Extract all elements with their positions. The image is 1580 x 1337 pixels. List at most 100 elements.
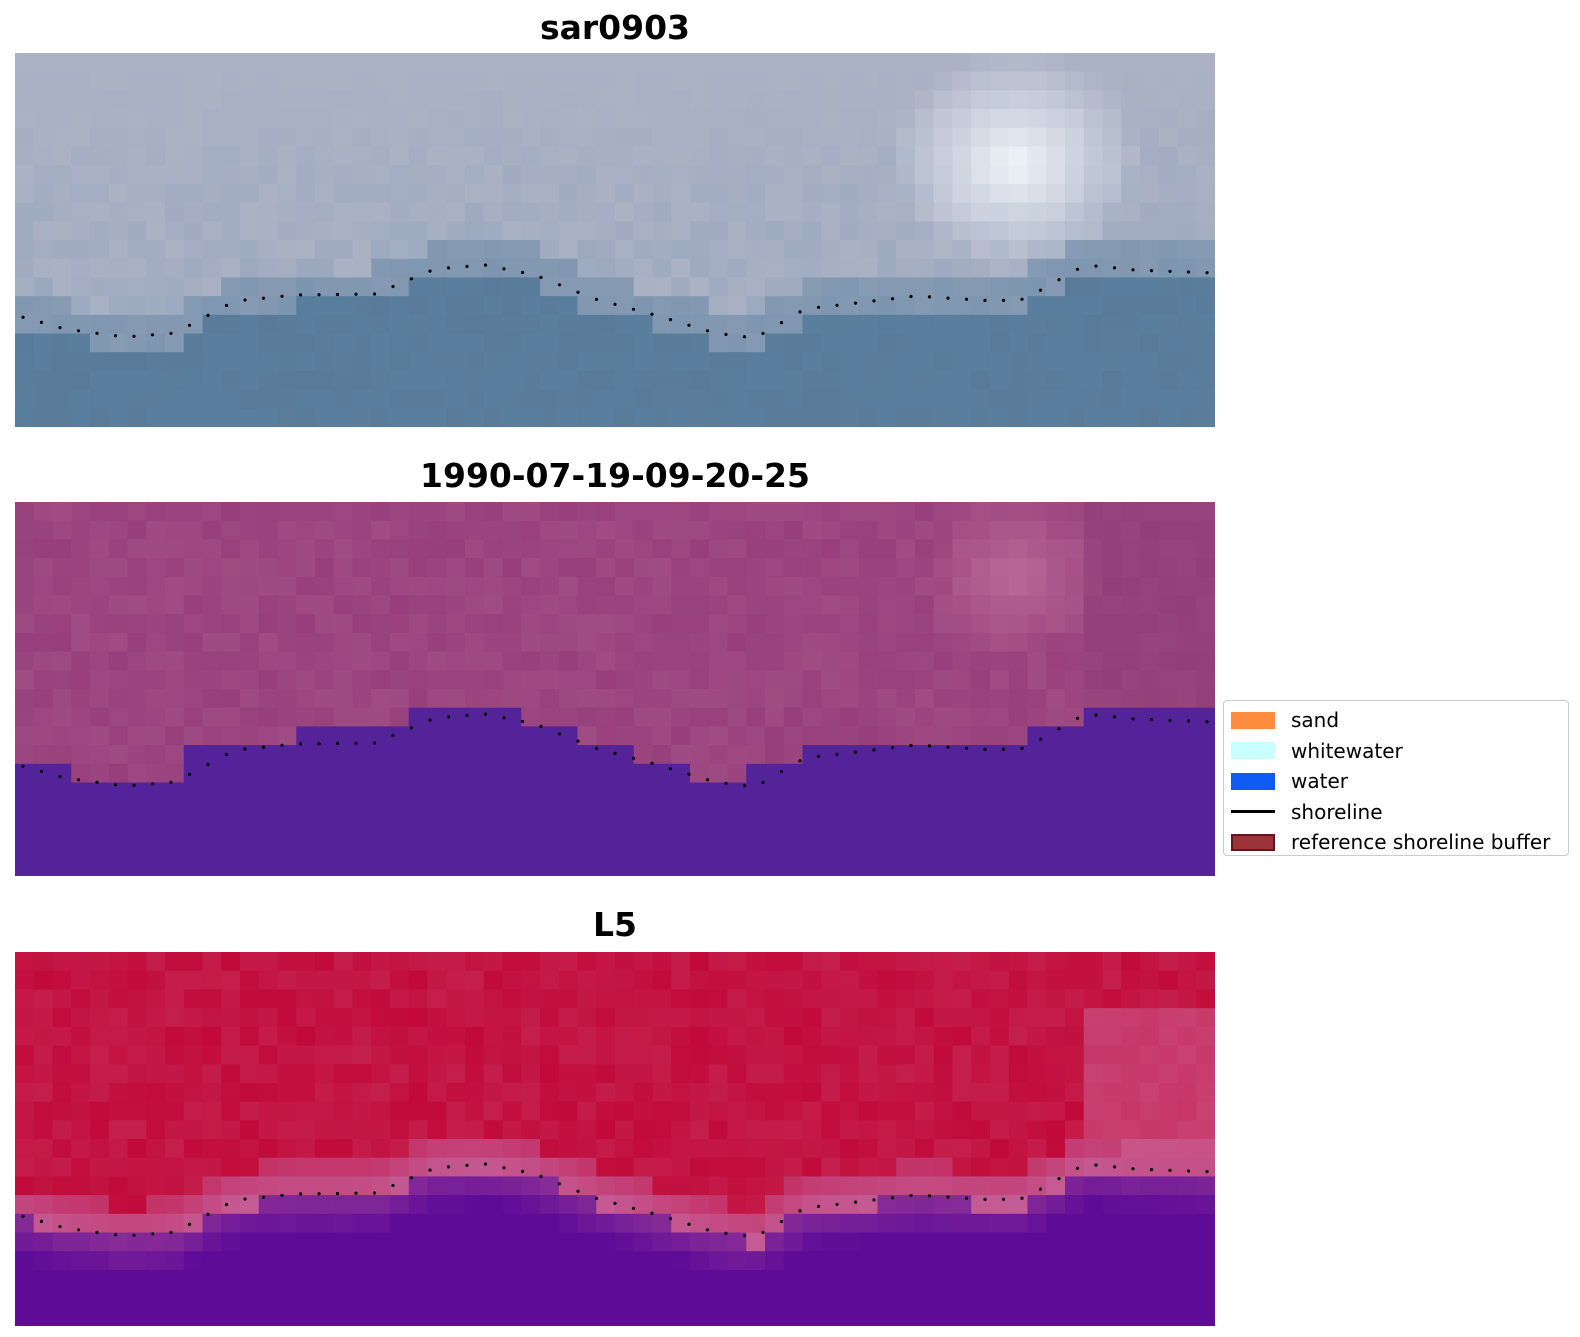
image-pixel — [727, 857, 747, 876]
image-pixel — [296, 838, 316, 858]
image-pixel — [971, 240, 991, 260]
image-pixel — [15, 202, 35, 222]
image-pixel — [596, 240, 616, 260]
shoreline-point — [1186, 719, 1191, 723]
image-pixel — [577, 952, 597, 972]
image-pixel — [802, 1232, 822, 1252]
image-pixel — [1158, 1101, 1179, 1121]
image-pixel — [427, 1101, 447, 1121]
image-pixel — [427, 240, 447, 260]
image-pixel — [746, 1251, 766, 1271]
image-pixel — [1177, 146, 1197, 166]
image-pixel — [840, 1008, 860, 1028]
image-pixel — [221, 221, 241, 241]
image-pixel — [821, 520, 841, 540]
image-pixel — [558, 1008, 579, 1028]
image-pixel — [821, 389, 841, 409]
image-pixel — [315, 109, 335, 129]
shoreline-point — [317, 293, 321, 297]
image-pixel — [633, 90, 654, 110]
image-pixel — [840, 333, 860, 353]
image-pixel — [108, 1026, 129, 1047]
image-pixel — [90, 71, 110, 91]
image-pixel — [521, 558, 541, 578]
image-pixel — [802, 838, 822, 858]
image-pixel — [1083, 520, 1104, 540]
shoreline-point — [391, 1183, 395, 1188]
image-pixel — [127, 1307, 147, 1326]
image-pixel — [240, 670, 260, 690]
image-pixel — [577, 689, 597, 709]
image-pixel — [465, 952, 485, 972]
image-pixel — [521, 1120, 541, 1140]
image-pixel — [221, 389, 241, 409]
image-pixel — [596, 819, 616, 840]
image-pixel — [783, 970, 804, 990]
image-pixel — [502, 707, 522, 727]
image-pixel — [633, 1195, 654, 1215]
image-pixel — [71, 389, 91, 409]
image-panel-3 — [15, 952, 1215, 1326]
image-pixel — [577, 838, 597, 858]
image-pixel — [802, 90, 822, 110]
image-pixel — [146, 801, 166, 821]
shoreline-point — [1168, 718, 1172, 722]
image-pixel — [1177, 595, 1197, 615]
image-pixel — [446, 539, 466, 559]
image-pixel — [183, 1045, 204, 1065]
image-pixel — [615, 183, 635, 204]
image-pixel — [446, 165, 466, 185]
image-pixel — [183, 1307, 204, 1326]
image-pixel — [333, 576, 354, 597]
image-pixel — [352, 333, 372, 353]
image-pixel — [1065, 165, 1085, 185]
image-pixel — [858, 1026, 879, 1047]
image-pixel — [502, 408, 522, 427]
shoreline-point — [724, 781, 728, 785]
image-pixel — [671, 989, 691, 1009]
image-pixel — [465, 970, 485, 990]
image-pixel — [296, 1232, 316, 1252]
image-pixel — [221, 53, 241, 73]
image-pixel — [127, 296, 147, 316]
image-pixel — [165, 576, 185, 597]
image-pixel — [727, 763, 747, 784]
image-pixel — [690, 539, 710, 559]
image-pixel — [652, 819, 672, 840]
image-pixel — [333, 240, 354, 260]
image-pixel — [183, 970, 204, 990]
shoreline-point — [409, 277, 414, 281]
image-pixel — [1196, 1195, 1215, 1215]
image-pixel — [1102, 1288, 1122, 1308]
image-pixel — [390, 989, 410, 1009]
image-pixel — [1140, 202, 1160, 222]
image-pixel — [465, 502, 485, 522]
image-pixel — [933, 183, 954, 204]
image-pixel — [596, 632, 616, 653]
image-pixel — [671, 670, 691, 690]
image-pixel — [933, 1120, 954, 1140]
image-pixel — [577, 1082, 597, 1103]
image-pixel — [821, 333, 841, 353]
image-pixel — [183, 1269, 204, 1290]
image-pixel — [1008, 670, 1029, 690]
image-pixel — [877, 1269, 897, 1290]
image-pixel — [1140, 670, 1160, 690]
image-pixel — [896, 670, 916, 690]
image-pixel — [802, 1101, 822, 1121]
image-pixel — [52, 240, 72, 260]
image-pixel — [33, 146, 54, 166]
shoreline-point — [816, 754, 821, 758]
image-pixel — [52, 1288, 72, 1308]
image-pixel — [71, 1064, 91, 1084]
image-pixel — [71, 1101, 91, 1121]
image-pixel — [577, 745, 597, 765]
image-pixel — [933, 1195, 954, 1215]
image-pixel — [652, 408, 672, 427]
image-pixel — [108, 558, 129, 578]
image-pixel — [521, 1026, 541, 1047]
image-pixel — [540, 183, 560, 204]
image-pixel — [502, 165, 522, 185]
image-pixel — [296, 1045, 316, 1065]
shoreline-point — [742, 1234, 747, 1238]
